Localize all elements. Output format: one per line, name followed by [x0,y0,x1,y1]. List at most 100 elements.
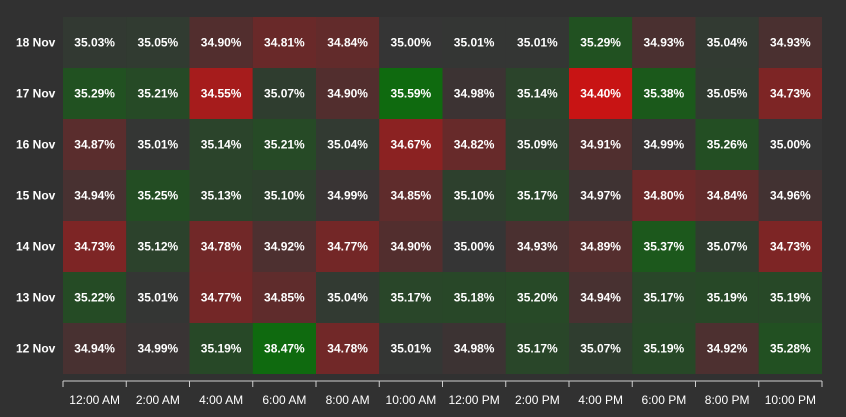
heatmap-cell-label: 35.37% [644,240,685,254]
heatmap-cell [126,221,190,272]
heatmap-cell [63,17,127,68]
y-tick-label: 16 Nov [16,138,56,152]
heatmap-cell-label: 35.19% [201,342,242,356]
heatmap-cell [632,323,696,374]
heatmap-cell [379,170,443,221]
heatmap-cell [505,119,569,170]
heatmap-cell-label: 35.05% [138,36,179,50]
heatmap-cell-label: 35.00% [770,138,811,152]
y-tick-label: 15 Nov [16,189,56,203]
heatmap-cell [695,17,759,68]
y-tick-label: 17 Nov [16,87,56,101]
heatmap-cell [569,170,633,221]
heatmap-cell-label: 34.90% [201,36,242,50]
heatmap-cell-label: 35.59% [391,87,432,101]
heatmap-cell-label: 38.47% [264,342,305,356]
x-tick-label: 10:00 AM [386,393,437,407]
heatmap-cell [63,119,127,170]
x-tick-label: 12:00 AM [69,393,120,407]
heatmap-cell [252,272,316,323]
heatmap-cell-label: 35.07% [580,342,621,356]
heatmap-cell [316,221,380,272]
heatmap-cell-label: 35.17% [517,342,558,356]
y-tick-label: 14 Nov [16,240,56,254]
heatmap-cell [695,170,759,221]
heatmap-cell-label: 35.38% [644,87,685,101]
heatmap-cell-label: 35.07% [264,87,305,101]
heatmap-cell-label: 34.80% [644,189,685,203]
heatmap-cell-label: 34.93% [644,36,685,50]
heatmap-cell-label: 34.98% [454,87,495,101]
heatmap-cell [758,68,822,119]
heatmap-cell [252,221,316,272]
heatmap-cell [189,119,253,170]
heatmap-cell-label: 34.94% [74,189,115,203]
heatmap-cell-label: 35.01% [138,138,179,152]
heatmap-cell-label: 34.93% [770,36,811,50]
heatmap-cell [632,119,696,170]
heatmap-cell-label: 35.22% [74,291,115,305]
heatmap-cell-label: 34.82% [454,138,495,152]
heatmap-cell-label: 35.10% [454,189,495,203]
heatmap-cell [379,68,443,119]
heatmap-cell [126,119,190,170]
heatmap-cell [569,323,633,374]
heatmap-cell [442,221,506,272]
heatmap-cell-label: 34.78% [201,240,242,254]
x-tick-label: 6:00 AM [262,393,306,407]
heatmap-cell-label: 35.21% [138,87,179,101]
heatmap-cell-label: 34.85% [391,189,432,203]
heatmap-cell [569,272,633,323]
heatmap-cell [758,170,822,221]
heatmap-cell-label: 34.77% [327,240,368,254]
heatmap-cell-label: 35.28% [770,342,811,356]
heatmap-cell [63,68,127,119]
heatmap-cell-label: 34.90% [327,87,368,101]
heatmap-cell-label: 34.92% [264,240,305,254]
x-tick-label: 4:00 AM [199,393,243,407]
heatmap-cell [252,119,316,170]
heatmap-cell-label: 34.84% [707,189,748,203]
heatmap-cell [379,272,443,323]
heatmap-cell [126,272,190,323]
heatmap-cell [252,323,316,374]
heatmap-cell [505,170,569,221]
heatmap-cell [442,119,506,170]
heatmap-cell [758,272,822,323]
heatmap-cell-label: 35.14% [201,138,242,152]
heatmap-cell-label: 34.77% [201,291,242,305]
heatmap-cell-label: 34.67% [391,138,432,152]
heatmap-cell [695,68,759,119]
heatmap-cell-label: 35.07% [707,240,748,254]
heatmap-cell [505,17,569,68]
heatmap-cell-label: 34.40% [580,87,621,101]
heatmap-cell [316,68,380,119]
heatmap-cell-label: 35.04% [327,138,368,152]
heatmap-cell [505,68,569,119]
heatmap-cell-label: 34.92% [707,342,748,356]
heatmap-cell [442,272,506,323]
heatmap-cell-label: 35.29% [580,36,621,50]
heatmap-cell-label: 35.12% [138,240,179,254]
y-tick-label: 12 Nov [16,342,56,356]
heatmap-cell [695,119,759,170]
heatmap-cell [252,68,316,119]
heatmap-cell [316,17,380,68]
y-tick-label: 13 Nov [16,291,56,305]
heatmap-cell [695,323,759,374]
heatmap-cell [758,221,822,272]
heatmap-cell [442,68,506,119]
heatmap-cell [63,170,127,221]
heatmap-cell [126,17,190,68]
heatmap-cell-label: 34.87% [74,138,115,152]
heatmap-cell-label: 34.99% [138,342,179,356]
heatmap-cell [758,17,822,68]
heatmap-cell [189,221,253,272]
heatmap-cell [63,272,127,323]
heatmap-cell-label: 34.73% [74,240,115,254]
heatmap-cell-label: 35.18% [454,291,495,305]
heatmap-cell [632,17,696,68]
heatmap-cell [569,221,633,272]
y-axis-labels: 18 Nov 17 Nov 16 Nov 15 Nov 14 Nov 13 Nov 12 N… [16,36,56,356]
